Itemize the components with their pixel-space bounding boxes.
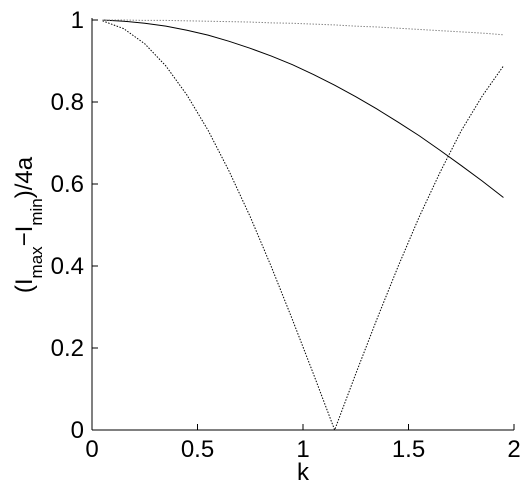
y-label-subscript: max xyxy=(27,246,46,279)
x-tick-label: 2 xyxy=(507,436,520,463)
y-tick-label: 0.6 xyxy=(51,171,84,198)
y-label-part: (I xyxy=(11,278,38,293)
y-tick-label: 0 xyxy=(71,417,84,444)
series-line xyxy=(102,19,504,36)
y-label-subscript: min xyxy=(27,198,46,225)
y-tick-label: 1 xyxy=(71,7,84,34)
y-tick-label: 0.2 xyxy=(51,335,84,362)
series-line xyxy=(102,19,504,198)
x-tick-label: 1 xyxy=(296,436,309,463)
y-label-part: −I xyxy=(11,226,38,247)
y-axis-label: (Imax−Imin)/4a xyxy=(11,156,46,293)
y-label-part: )/4a xyxy=(11,156,38,198)
x-tick-label: 1.5 xyxy=(392,436,425,463)
x-tick-label: 0.5 xyxy=(181,436,214,463)
y-tick-label: 0.8 xyxy=(51,89,84,116)
y-tick-label: 0.4 xyxy=(51,253,84,280)
x-axis-label: k xyxy=(297,459,310,486)
series-line xyxy=(102,20,504,432)
x-tick-label: 0 xyxy=(85,436,98,463)
